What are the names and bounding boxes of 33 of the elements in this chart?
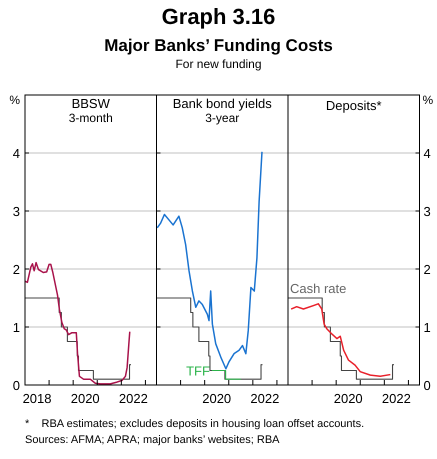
y-axis-title: % bbox=[9, 93, 20, 107]
x-tick-label: 2020 bbox=[70, 391, 100, 406]
text: Graph 3.16 bbox=[162, 4, 276, 29]
x-tick-label: 2022 bbox=[118, 391, 148, 406]
series-label: Cash rate bbox=[290, 281, 346, 296]
y-tick-label: 1 bbox=[12, 320, 20, 335]
y2-tick-label: 2 bbox=[424, 262, 431, 277]
series-label: TFF bbox=[186, 364, 210, 378]
x-tick-label: 2022 bbox=[250, 391, 280, 406]
x-tick-label: 2018 bbox=[22, 391, 52, 406]
chart-title: BBSW bbox=[72, 96, 111, 111]
y2-tick-label: 0 bbox=[424, 378, 431, 393]
y-tick-label: 4 bbox=[12, 146, 20, 161]
y2-tick-label: 4 bbox=[424, 146, 431, 161]
y2-axis-title: % bbox=[422, 93, 434, 107]
y-tick-label: 0 bbox=[12, 378, 20, 393]
x-tick-label: 2020 bbox=[202, 391, 232, 406]
chart-title: Deposits* bbox=[326, 98, 382, 113]
text: * RBA estimates; excludes deposits in housing loan offset accounts. bbox=[25, 418, 364, 430]
y-tick-label: 3 bbox=[12, 204, 20, 219]
x-tick-label: 2020 bbox=[334, 391, 363, 406]
y2-tick-label: 1 bbox=[424, 320, 431, 335]
source-note: Sources: AFMA; APRA; major banks’ websites; RBA bbox=[25, 434, 280, 446]
line-series bbox=[290, 303, 392, 378]
text: For new funding bbox=[175, 57, 262, 71]
chart-title: Bank bond yields bbox=[172, 96, 272, 111]
y-tick-label: 2 bbox=[12, 262, 20, 277]
y2-tick-label: 3 bbox=[424, 204, 431, 219]
x-tick-label: 2022 bbox=[382, 391, 411, 406]
text: Major Banks’ Funding Costs bbox=[104, 36, 333, 55]
line-series bbox=[24, 262, 131, 385]
text: 3-month bbox=[68, 111, 113, 125]
text: 3-year bbox=[205, 111, 240, 125]
